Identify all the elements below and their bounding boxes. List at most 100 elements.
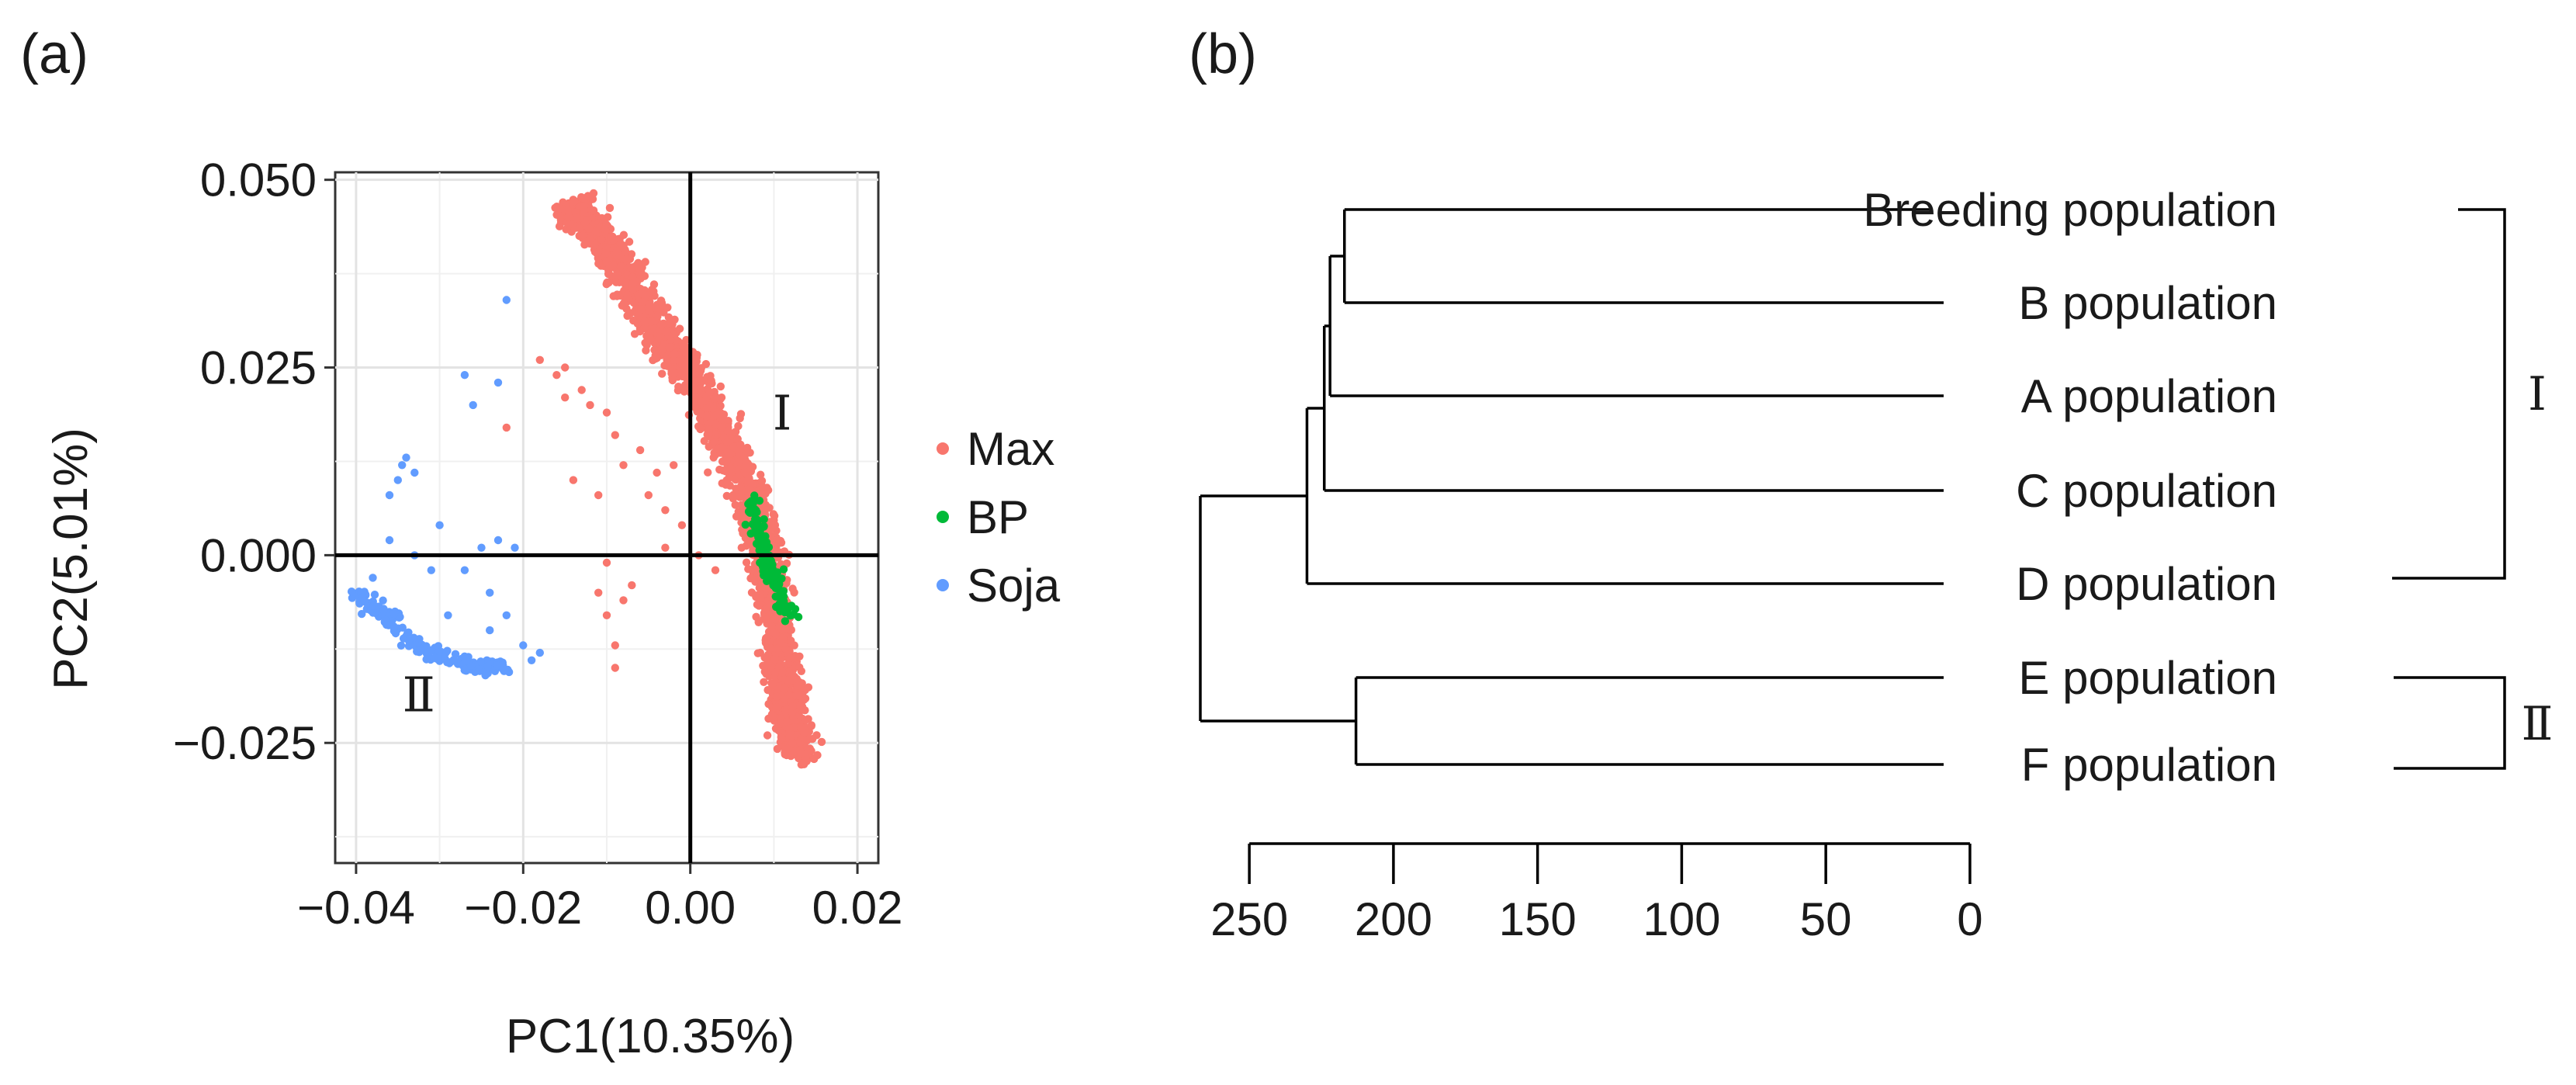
data-point <box>591 227 600 236</box>
data-point <box>502 423 511 432</box>
data-point <box>402 453 410 462</box>
group-bracket-2 <box>2394 676 2506 770</box>
data-point <box>559 198 567 206</box>
data-point <box>644 491 653 500</box>
data-point <box>493 661 501 670</box>
data-point <box>383 620 391 629</box>
data-point <box>761 584 770 593</box>
data-point <box>476 667 484 675</box>
data-point <box>700 437 708 445</box>
data-point <box>434 654 442 663</box>
data-point <box>775 600 784 608</box>
data-point <box>797 723 805 732</box>
data-point <box>743 443 752 452</box>
data-point <box>396 612 404 622</box>
leaf-label: A population <box>2021 370 2277 422</box>
data-point <box>535 648 544 657</box>
data-point <box>410 468 419 477</box>
data-point <box>788 702 797 711</box>
data-point <box>586 400 594 410</box>
data-point <box>633 319 642 328</box>
data-point <box>570 196 579 206</box>
data-point <box>390 610 398 619</box>
data-point <box>449 656 458 664</box>
data-point <box>642 291 650 300</box>
data-point <box>747 497 756 505</box>
data-point <box>653 311 662 320</box>
data-point <box>584 224 594 233</box>
data-point <box>781 617 790 626</box>
data-point <box>647 317 656 326</box>
group-bracket-1 <box>2392 208 2506 580</box>
distance-tick-label: 150 <box>1499 893 1577 945</box>
dendrogram-branches <box>1199 208 1944 766</box>
data-point <box>469 400 477 410</box>
data-point <box>347 588 356 596</box>
group-brackets: ⅠⅡ <box>2392 208 2553 770</box>
data-point <box>460 566 469 574</box>
data-point <box>594 491 603 500</box>
data-point <box>621 248 630 256</box>
data-point <box>390 623 398 632</box>
data-point <box>519 641 528 650</box>
data-point <box>784 602 792 611</box>
distance-tick-label: 200 <box>1355 893 1432 945</box>
data-point <box>771 668 780 677</box>
data-point <box>636 305 645 314</box>
data-point <box>663 328 671 337</box>
panel-b-label: (b) <box>1189 23 1257 85</box>
data-point <box>813 750 822 760</box>
data-point <box>619 461 628 470</box>
data-point <box>761 639 770 647</box>
data-point <box>680 341 688 350</box>
data-point <box>793 681 802 690</box>
data-point <box>715 444 723 453</box>
data-point <box>493 378 503 387</box>
data-point <box>613 290 621 299</box>
data-point <box>771 629 780 639</box>
data-point <box>670 461 678 470</box>
data-point <box>664 313 673 321</box>
data-point <box>737 543 746 552</box>
legend-key-bp <box>937 511 949 523</box>
data-point <box>486 588 494 597</box>
data-point <box>611 431 619 439</box>
data-point <box>697 364 705 373</box>
legend-key-max <box>937 442 949 455</box>
data-point <box>773 744 782 754</box>
data-point <box>719 410 729 419</box>
data-point <box>786 611 795 620</box>
data-point <box>563 206 572 214</box>
leaf-label: Breeding population <box>1863 184 2277 236</box>
data-point <box>369 574 377 582</box>
data-point <box>565 220 573 229</box>
data-point <box>755 497 764 505</box>
data-point <box>385 491 394 500</box>
data-point <box>768 680 777 688</box>
data-point <box>718 423 726 432</box>
legend-label-bp: BP <box>967 491 1029 543</box>
data-point <box>379 606 388 615</box>
data-point <box>804 746 813 754</box>
data-point <box>435 521 444 529</box>
data-point <box>502 611 511 619</box>
data-point <box>653 468 661 477</box>
data-point <box>646 335 655 344</box>
data-point <box>729 442 738 452</box>
leaf-labels: Breeding population B population A populat… <box>1863 184 2277 791</box>
data-point <box>404 636 413 645</box>
data-point <box>736 410 746 418</box>
data-point <box>635 327 645 336</box>
data-point <box>589 206 598 215</box>
data-point <box>460 666 469 674</box>
distance-tick-label: 250 <box>1210 893 1288 945</box>
data-point <box>502 296 511 304</box>
data-point <box>735 457 744 466</box>
data-point <box>379 596 387 605</box>
data-point <box>740 468 750 477</box>
data-point <box>569 476 578 484</box>
data-point <box>761 614 770 623</box>
data-point <box>722 438 732 446</box>
data-point <box>770 655 779 664</box>
